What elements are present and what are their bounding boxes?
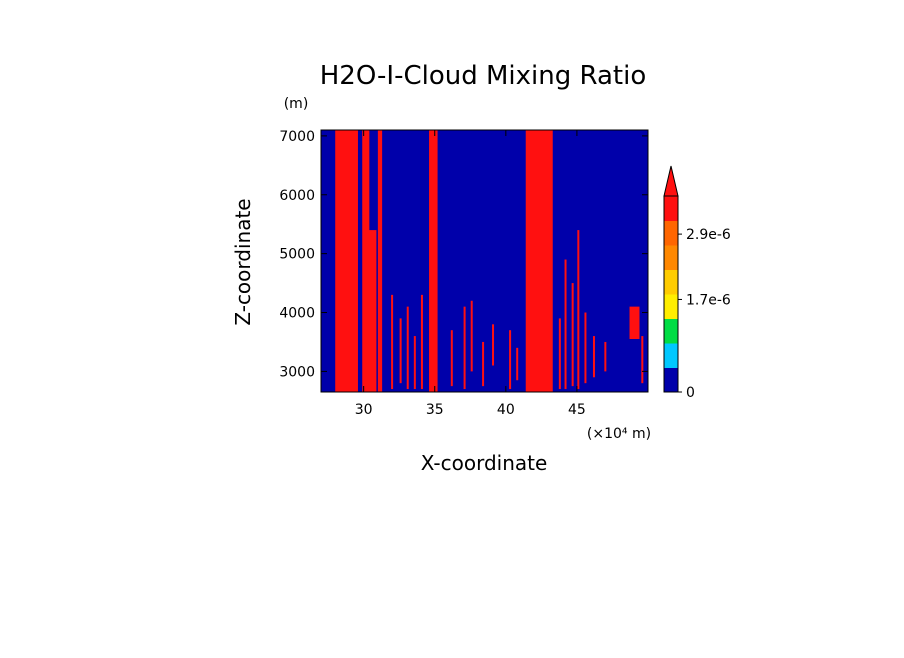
y-unit-label: (m) [284, 96, 309, 112]
colorbar-label: 2.9e-6 [686, 227, 731, 243]
colorbar-frame [663, 195, 679, 393]
colorbar-segment [664, 269, 678, 295]
colorbar-extend-arrow [663, 165, 679, 197]
cloud-streak [604, 341, 607, 372]
chart-title: H2O-I-Cloud Mixing Ratio [320, 61, 647, 91]
y-tick-label: 6000 [279, 188, 315, 204]
cloud-region [525, 130, 553, 392]
cloud-streak [420, 294, 423, 390]
colorbar-segment [664, 367, 678, 393]
plot-frame [320, 129, 649, 393]
x-axis-label: X-coordinate [421, 451, 548, 475]
colorbar-segment [664, 318, 678, 344]
cloud-streak [571, 283, 574, 387]
colorbar-label: 1.7e-6 [686, 292, 731, 308]
cloud-streak [482, 341, 485, 387]
cloud-streak [399, 318, 402, 384]
cloud-streak [509, 330, 512, 390]
cloud-region [629, 306, 640, 340]
cloud-streak [564, 259, 567, 390]
y-tick-label: 3000 [279, 364, 315, 380]
colorbar-segment [664, 294, 678, 319]
y-tick-label: 4000 [279, 306, 315, 322]
x-unit-label: (×10⁴ m) [587, 426, 651, 442]
cloud-streak [463, 306, 466, 390]
colorbar-segment [664, 196, 678, 221]
cloud-streak [577, 230, 580, 390]
cloud-region [335, 130, 358, 392]
x-tick-label: 30 [355, 402, 373, 418]
cloud-streak [492, 324, 495, 366]
y-tick-label: 5000 [279, 247, 315, 263]
x-tick-label: 45 [568, 402, 586, 418]
cloud-streak [558, 318, 561, 390]
cloud-streak [413, 336, 416, 390]
x-tick-label: 40 [497, 402, 515, 418]
cloud-region [367, 230, 377, 392]
cloud-streak [406, 306, 409, 390]
cloud-streak [641, 336, 644, 384]
axes: 30 35 40 45 3000 4000 5000 6000 7000 [279, 129, 649, 418]
x-tick-label: 35 [426, 402, 444, 418]
cloud-region [429, 130, 438, 392]
cloud-streak [516, 347, 519, 381]
colorbar-label: 0 [686, 385, 695, 401]
colorbar-segment [664, 245, 678, 270]
colorbar: 0 1.7e-6 2.9e-6 [663, 165, 731, 401]
cloud-region [362, 130, 370, 392]
plot-area [321, 130, 648, 392]
y-axis-label: Z-coordinate [231, 198, 255, 325]
cloud-region [377, 130, 383, 392]
cloud-streak [450, 330, 453, 387]
cloud-streak [592, 336, 595, 378]
cloud-streak [470, 300, 473, 372]
cloud-streak [584, 312, 587, 384]
cloud-streak [391, 294, 394, 390]
colorbar-segment [664, 343, 678, 368]
colorbar-segment [664, 220, 678, 246]
y-tick-label: 7000 [279, 129, 315, 145]
